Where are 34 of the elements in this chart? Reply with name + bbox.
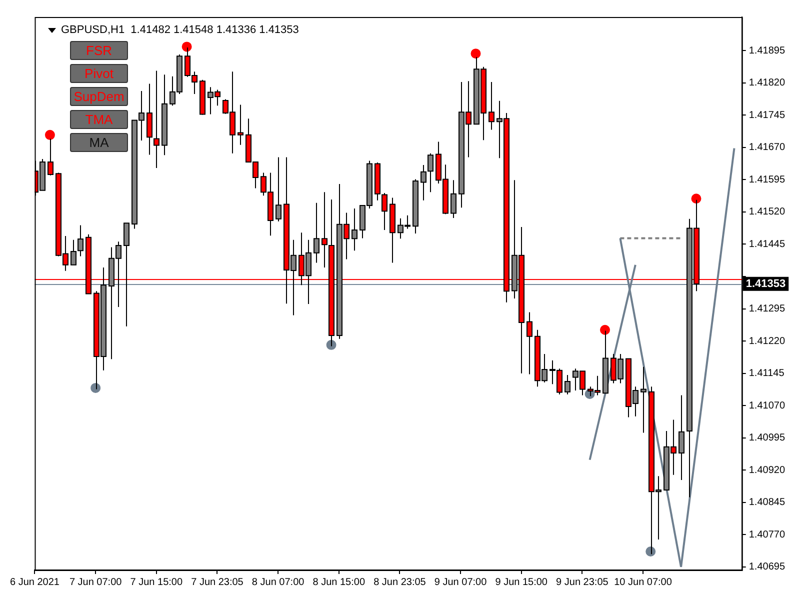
y-tick-label: 1.41670 <box>748 142 786 154</box>
y-tick-label: 1.41220 <box>748 336 786 347</box>
x-tick-label: 7 Jun 23:05 <box>191 576 244 588</box>
y-tick-label: 1.40995 <box>748 432 786 444</box>
annotation: FSR <box>70 41 128 60</box>
x-tick-label: 9 Jun 07:00 <box>434 576 488 588</box>
y-tick-label: 1.40845 <box>748 497 786 508</box>
x-tick-label: 9 Jun 23:05 <box>556 576 609 588</box>
text: GBPUSD,H1 1.41482 1.41548 1.41336 1.41353 <box>61 24 299 36</box>
x-tick-label: 7 Jun 07:00 <box>69 576 122 588</box>
x-tick-label: 8 Jun 15:00 <box>312 576 366 588</box>
x-tick-label: 8 Jun 23:05 <box>374 576 426 588</box>
x-tick-label: 9 Jun 15:00 <box>495 576 548 588</box>
y-tick-label: 1.41295 <box>748 304 786 315</box>
x-tick-label: 8 Jun 07:00 <box>252 576 305 588</box>
y-tick-label: 1.41745 <box>748 110 786 121</box>
y-tick-label: 1.41070 <box>748 400 786 412</box>
y-tick-label: 1.41145 <box>748 368 785 380</box>
ref-line-label: 1.41353 <box>746 278 786 290</box>
y-tick-label: 1.40770 <box>748 529 786 540</box>
annotation: MA <box>70 133 128 152</box>
annotation: SupDem <box>70 87 128 106</box>
y-tick-label: 1.41520 <box>748 206 786 218</box>
y-tick-label: 1.41445 <box>748 238 786 250</box>
y-tick-label: 1.41595 <box>748 174 786 186</box>
y-tick-label: 1.41820 <box>748 78 786 89</box>
annotation: TMA <box>70 110 128 129</box>
y-tick-label: 1.40695 <box>748 562 786 573</box>
y-tick-label: 1.40920 <box>748 464 786 476</box>
x-tick-label: 10 Jun 07:00 <box>614 576 672 588</box>
x-tick-label: 7 Jun 15:00 <box>130 576 183 588</box>
y-tick-label: 1.41895 <box>748 45 786 56</box>
x-tick-label: 6 Jun 2021 <box>10 576 60 588</box>
annotation: Pivot <box>70 64 128 83</box>
